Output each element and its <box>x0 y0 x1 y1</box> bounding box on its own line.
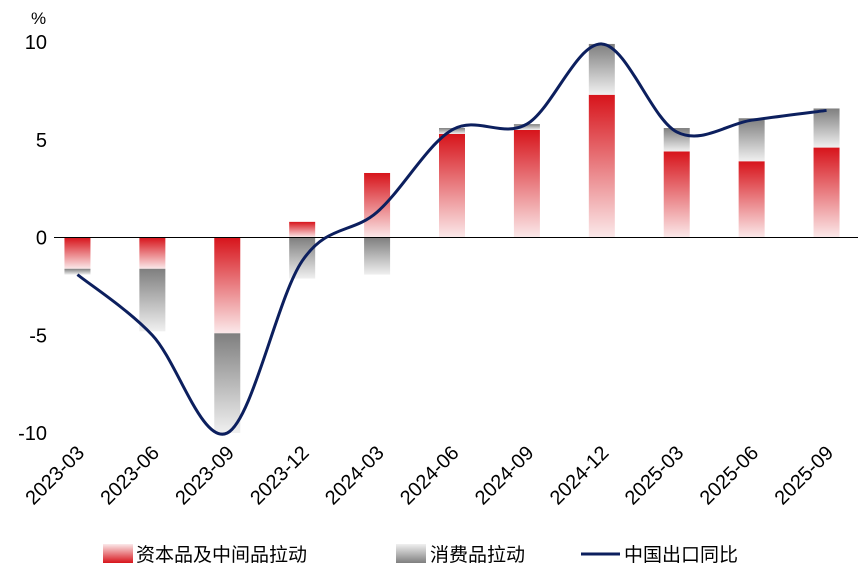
consumer-goods-bar <box>813 108 840 148</box>
capital-goods-bar <box>214 237 241 334</box>
legend-label-consumer-goods: 消费品拉动 <box>430 544 525 566</box>
y-axis-unit: % <box>31 9 46 28</box>
capital-goods-bar <box>439 133 465 238</box>
consumer-goods-bar <box>364 237 391 275</box>
consumer-goods-bar <box>139 268 166 332</box>
consumer-goods-bar <box>588 43 615 95</box>
legend-item-consumer-goods: 消费品拉动 <box>396 544 525 566</box>
capital-goods-bar <box>289 221 316 238</box>
consumer-goods-bar <box>738 118 765 162</box>
y-tick-label: -10 <box>18 423 47 445</box>
x-tick-label: 2023-12 <box>246 442 313 509</box>
y-tick-label: 5 <box>36 130 47 152</box>
consumer-goods-bar <box>513 124 540 130</box>
consumer-goods-bar <box>64 268 91 275</box>
legend-item-capital-goods: 资本品及中间品拉动 <box>103 544 307 566</box>
x-tick-label: 2023-06 <box>96 442 163 509</box>
capital-goods-bar <box>738 161 765 238</box>
capital-goods-bar <box>813 147 840 238</box>
x-tick-label: 2023-03 <box>22 442 89 509</box>
capital-goods-bar <box>663 151 690 238</box>
legend-label-capital-goods: 资本品及中间品拉动 <box>136 544 307 566</box>
x-tick-label: 2025-03 <box>621 442 688 509</box>
legend-label-export-yoy: 中国出口同比 <box>624 544 738 566</box>
capital-goods-bar <box>64 237 91 269</box>
consumer-goods-bar <box>214 333 241 433</box>
x-tick-label: 2024-12 <box>546 442 613 509</box>
export-yoy-line <box>76 42 827 436</box>
y-tick-label: -5 <box>29 325 47 347</box>
bars <box>64 43 840 433</box>
y-tick-label: 10 <box>25 32 47 54</box>
legend-item-export-yoy: 中国出口同比 <box>581 544 738 566</box>
legend: 资本品及中间品拉动 消费品拉动 中国出口同比 <box>103 544 738 566</box>
legend-swatch-capital-goods <box>103 544 133 563</box>
x-tick-label: 2023-09 <box>171 442 238 509</box>
x-tick-label: 2024-06 <box>396 442 463 509</box>
legend-swatch-consumer-goods <box>396 544 426 563</box>
capital-goods-bar <box>364 172 391 238</box>
consumer-goods-bar <box>289 237 316 279</box>
y-axis: 10 5 0 -5 -10 <box>18 32 47 445</box>
x-tick-label: 2025-06 <box>696 442 763 509</box>
capital-goods-bar <box>588 94 615 238</box>
y-tick-label: 0 <box>36 228 47 250</box>
x-tick-label: 2025-09 <box>771 442 838 509</box>
capital-goods-bar <box>139 237 166 269</box>
x-tick-label: 2024-03 <box>321 442 388 509</box>
capital-goods-bar <box>513 129 540 238</box>
x-axis: 2023-03 2023-06 2023-09 2023-12 2024-03 2024-… <box>22 442 839 509</box>
x-tick-label: 2024-09 <box>471 442 538 509</box>
